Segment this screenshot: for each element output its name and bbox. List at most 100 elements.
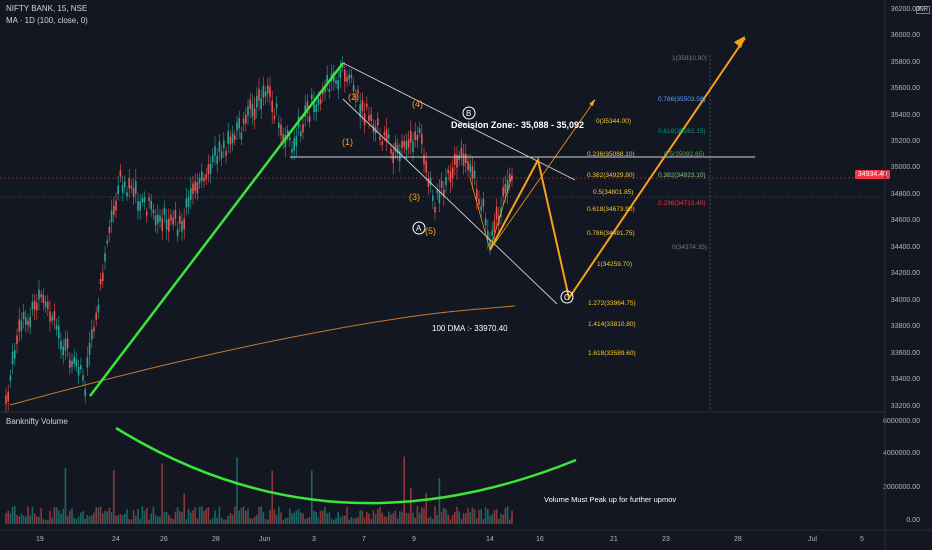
candle-body <box>355 96 357 100</box>
volume-bar <box>469 512 471 524</box>
volume-bar <box>432 519 434 524</box>
volume-bar <box>366 511 368 524</box>
volume-bar <box>451 515 454 524</box>
volume-bar <box>333 519 335 524</box>
candle-body <box>438 190 441 204</box>
candle-body <box>423 154 425 165</box>
candle-body <box>231 133 234 144</box>
candle-body <box>399 151 401 162</box>
price-axis-label: 36200.00 <box>890 6 920 13</box>
candle-body <box>121 185 124 193</box>
wave-c-leg <box>469 177 491 251</box>
time-axis-label: 7 <box>362 536 366 543</box>
candle-body <box>390 149 392 154</box>
candle-body <box>491 230 493 236</box>
candle-body <box>172 218 174 225</box>
candle-body <box>359 104 361 117</box>
price-axis-label: 33200.00 <box>890 403 920 410</box>
volume-bar <box>495 509 498 524</box>
price-axis-label: 33400.00 <box>890 376 920 383</box>
candle-body <box>264 91 267 97</box>
volume-bar <box>84 518 86 524</box>
candle-body <box>161 218 163 231</box>
volume-bar <box>66 515 69 524</box>
time-axis-label: 16 <box>536 536 544 543</box>
volume-bar <box>110 512 113 524</box>
volume-bar <box>18 516 20 524</box>
candle-body <box>412 141 414 153</box>
candle-body <box>405 141 408 151</box>
volume-bar <box>401 511 403 524</box>
candle-body <box>467 161 469 171</box>
volume-axis-label: 4000000.00 <box>883 450 920 457</box>
candle-body <box>225 151 227 156</box>
candle-body <box>5 395 7 405</box>
candle-body <box>379 136 381 141</box>
candle-body <box>357 89 359 94</box>
candle-body <box>300 131 302 137</box>
symbol-title[interactable]: NIFTY BANK, 15, NSE <box>6 4 88 13</box>
fib-label: 1.272(33964.75) <box>588 300 636 307</box>
candle-body <box>170 214 172 221</box>
volume-bar <box>379 506 381 524</box>
volume-bar <box>449 519 452 524</box>
candle-body <box>22 311 25 320</box>
candle-body <box>469 163 471 172</box>
candle-body <box>482 199 485 207</box>
volume-bar <box>361 510 364 524</box>
volume-bar <box>91 515 93 524</box>
volume-bar <box>161 463 163 524</box>
price-axis-label: 34400.00 <box>890 244 920 251</box>
volume-bar <box>304 519 306 524</box>
candle-body <box>93 327 95 332</box>
volume-bar <box>460 518 463 524</box>
thin-arrowhead <box>589 99 595 106</box>
volume-bar <box>418 512 421 524</box>
volume-bar <box>227 515 229 524</box>
candle-body <box>401 140 403 149</box>
volume-bar <box>102 513 104 524</box>
candle-body <box>126 192 128 197</box>
volume-bar <box>238 510 240 524</box>
candle-body <box>449 171 452 183</box>
wave-label-1: (1) <box>342 137 353 147</box>
volume-bar <box>104 510 106 524</box>
fib-ext-label: 0.382(34923.10) <box>658 172 706 179</box>
candle-body <box>253 108 256 120</box>
candle-body <box>148 197 150 201</box>
volume-bar <box>231 514 234 524</box>
candle-body <box>163 208 166 215</box>
fib-ext-label: 0.236(34713.40) <box>658 200 706 207</box>
candle-body <box>201 171 203 181</box>
candle-body <box>117 185 119 194</box>
volume-bar <box>97 507 100 524</box>
volume-bar <box>317 517 320 524</box>
volume-bar <box>260 506 262 524</box>
volume-bar <box>128 519 130 524</box>
price-axis-label: 34200.00 <box>890 270 920 277</box>
volume-bar <box>447 514 449 524</box>
candle-body <box>47 301 49 309</box>
volume-pane-title[interactable]: Banknifty Volume <box>6 417 68 426</box>
volume-bar <box>412 512 414 524</box>
volume-bar <box>506 506 509 524</box>
volume-bar <box>264 519 267 524</box>
volume-bar <box>357 517 359 524</box>
candle-body <box>388 134 390 139</box>
candle-body <box>366 103 368 107</box>
volume-bar <box>311 470 313 524</box>
volume-bar <box>135 515 137 524</box>
volume-bar <box>73 517 75 524</box>
volume-bar <box>491 514 493 524</box>
candle-body <box>66 338 69 349</box>
ma-indicator-legend[interactable]: MA · 1D (100, close, 0) <box>6 16 88 25</box>
candle-body <box>348 74 350 80</box>
volume-bar <box>385 516 388 524</box>
candle-body <box>271 100 273 113</box>
volume-bar <box>394 510 397 524</box>
wave-b-label: B <box>466 109 471 118</box>
volume-bar <box>337 511 339 524</box>
candle-body <box>286 130 289 134</box>
